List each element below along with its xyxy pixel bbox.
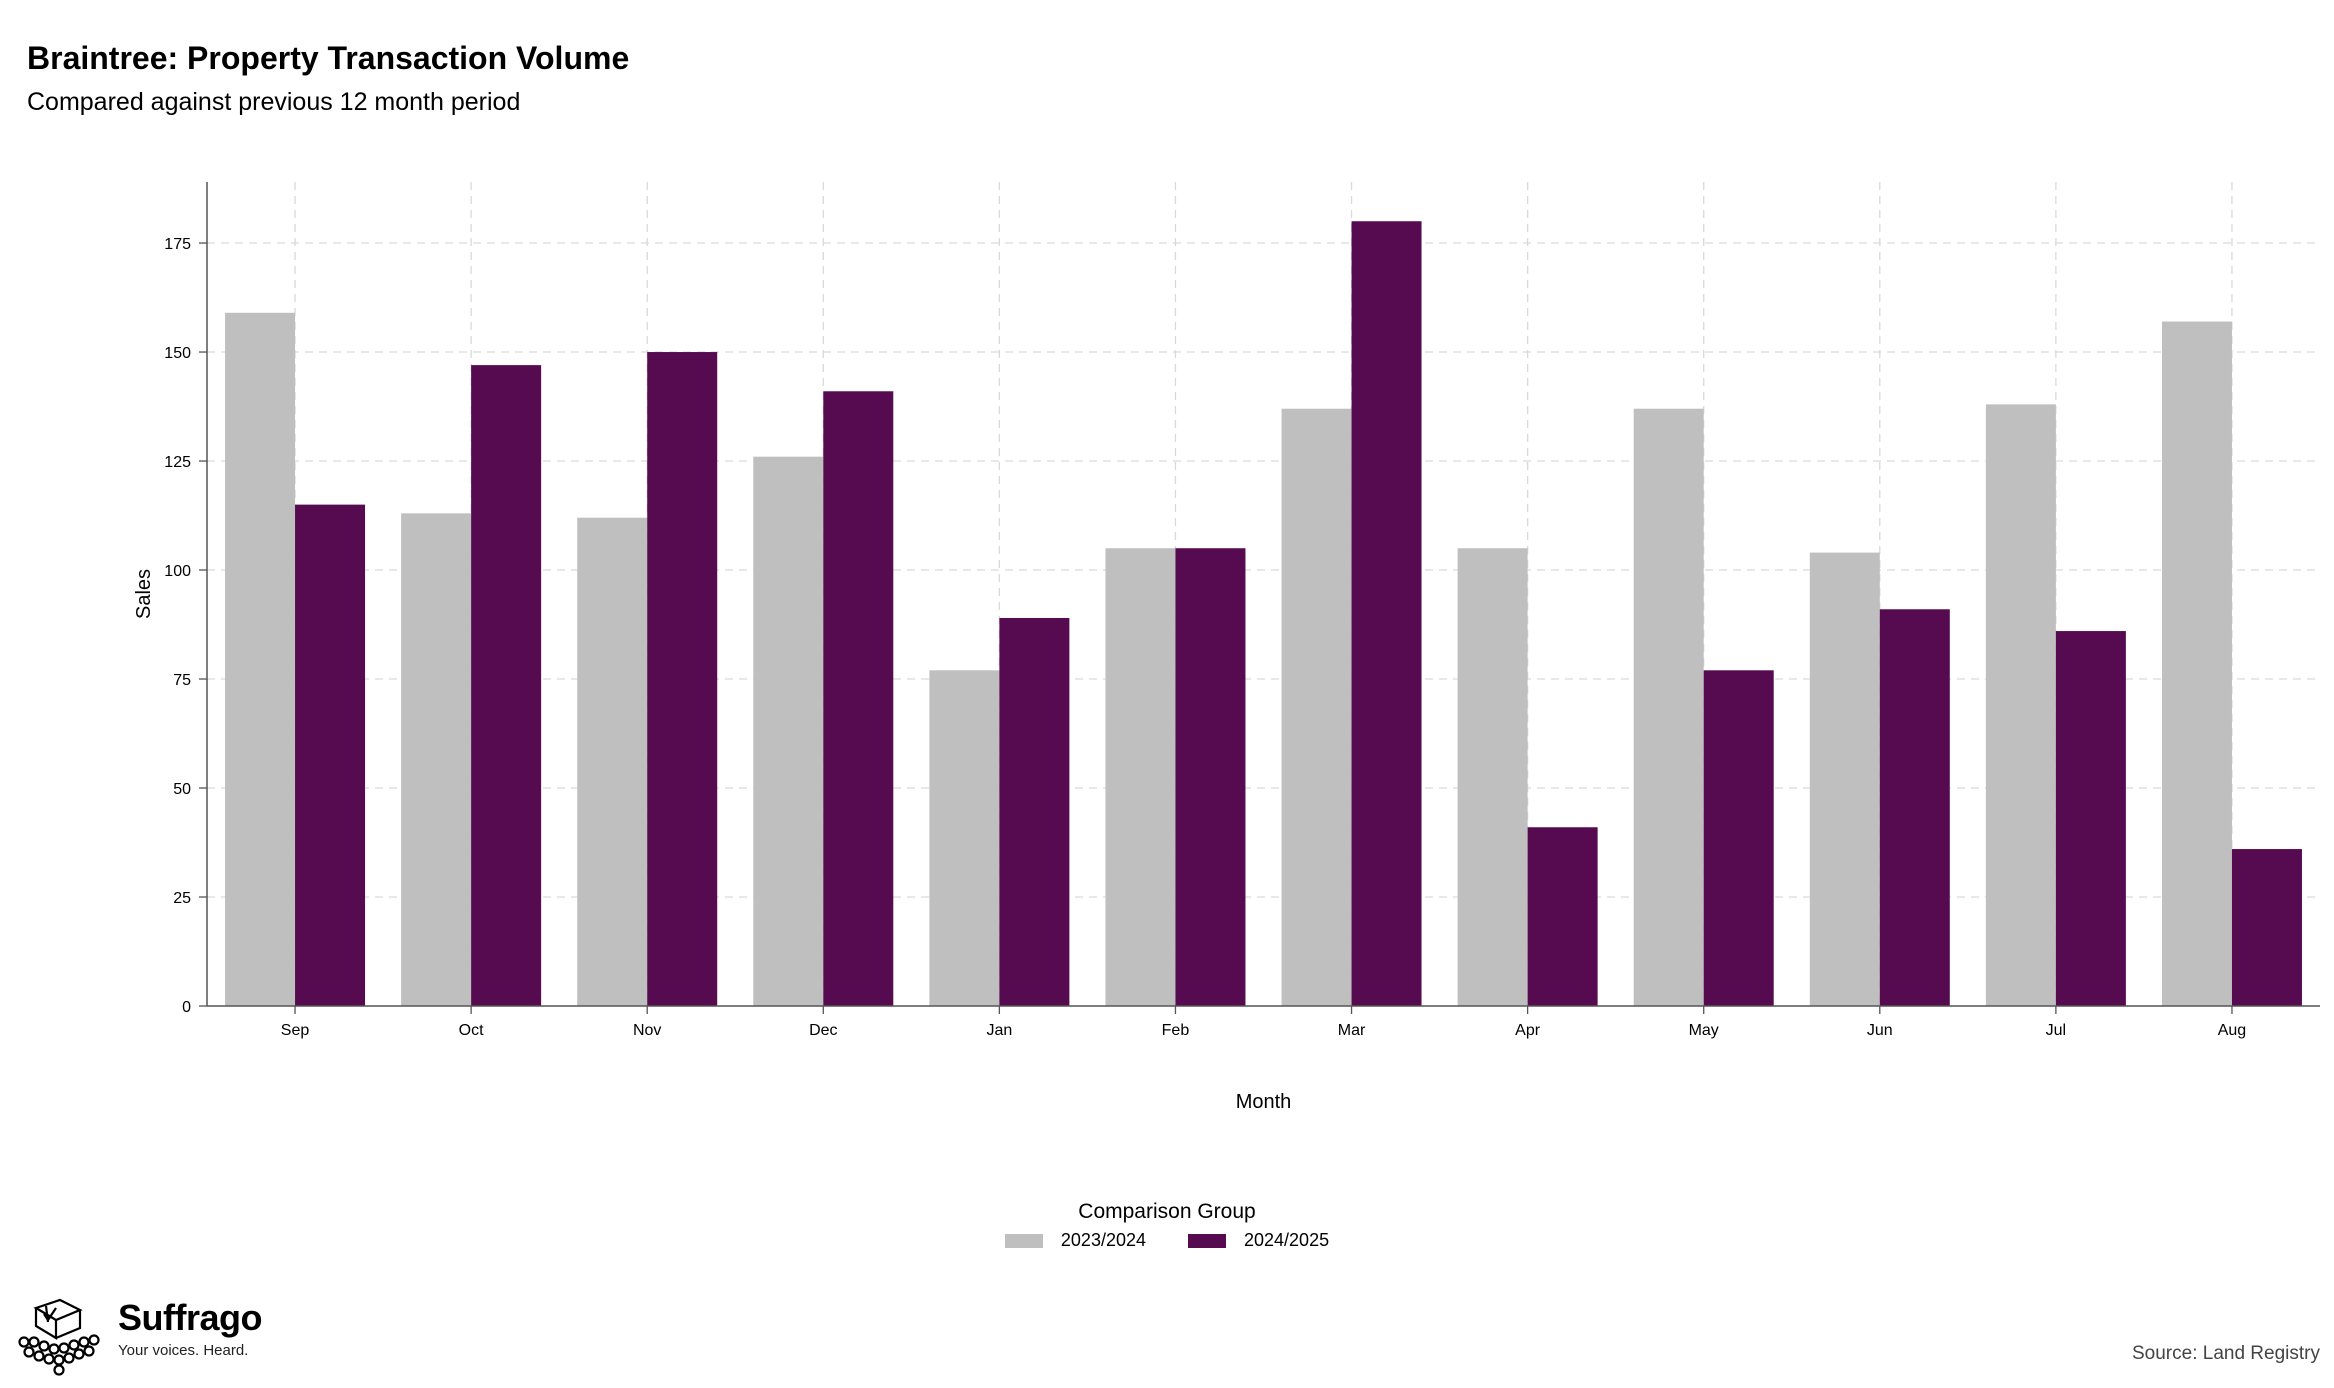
bar bbox=[1351, 221, 1422, 1006]
bar bbox=[1879, 609, 1950, 1006]
legend-item: 2024/2025 bbox=[1188, 1230, 1329, 1251]
y-axis-title: Sales bbox=[133, 569, 155, 619]
bar bbox=[2161, 321, 2232, 1007]
bar bbox=[753, 456, 824, 1007]
bar bbox=[929, 670, 1000, 1006]
x-tick-label: Sep bbox=[281, 1022, 310, 1039]
bar bbox=[577, 517, 648, 1006]
x-tick-label: Apr bbox=[1515, 1022, 1541, 1039]
y-tick-label: 75 bbox=[173, 672, 191, 689]
bar bbox=[1809, 552, 1880, 1006]
legend-item: 2023/2024 bbox=[1004, 1230, 1146, 1251]
legend-label: 2024/2025 bbox=[1244, 1230, 1330, 1250]
bar bbox=[999, 617, 1070, 1006]
y-tick-label: 100 bbox=[164, 563, 191, 580]
legend-label: 2023/2024 bbox=[1060, 1230, 1146, 1250]
y-tick-label: 0 bbox=[182, 999, 191, 1016]
x-tick-label: Oct bbox=[459, 1022, 484, 1039]
legend-title: Comparison Group bbox=[1078, 1200, 1256, 1223]
x-tick-label: Feb bbox=[1162, 1022, 1190, 1039]
bar bbox=[1985, 404, 2056, 1006]
x-tick-label: Aug bbox=[2218, 1022, 2246, 1039]
bar bbox=[1281, 408, 1352, 1006]
brand-tagline: Your voices. Heard. bbox=[118, 1342, 249, 1359]
chart-title: Braintree: Property Transaction Volume bbox=[27, 40, 630, 76]
bar bbox=[823, 391, 894, 1006]
bar bbox=[225, 312, 296, 1006]
legend-items: 2023/2024 2024/2025 bbox=[1004, 1230, 1329, 1251]
y-tick-label: 50 bbox=[173, 781, 191, 798]
x-tick-label: Jun bbox=[1867, 1022, 1893, 1039]
chart-subtitle: Compared against previous 12 month perio… bbox=[27, 88, 521, 116]
bar bbox=[1527, 827, 1598, 1006]
x-tick-label: May bbox=[1689, 1022, 1719, 1039]
x-tick-label: Nov bbox=[633, 1022, 661, 1039]
ballot-box-crowd-icon bbox=[18, 1298, 100, 1376]
bar bbox=[1105, 548, 1176, 1006]
bar bbox=[295, 504, 366, 1006]
legend-swatch bbox=[1004, 1233, 1043, 1248]
source-note: Source: Land Registry bbox=[2132, 1343, 2320, 1364]
legend-swatch bbox=[1188, 1233, 1226, 1248]
bar bbox=[647, 352, 718, 1006]
bar bbox=[1633, 408, 1704, 1006]
y-tick-label: 175 bbox=[164, 236, 191, 253]
y-tick-label: 150 bbox=[164, 345, 191, 362]
bar bbox=[2231, 849, 2302, 1006]
x-axis-title: Month bbox=[1236, 1091, 1292, 1113]
bar bbox=[1175, 548, 1246, 1006]
y-tick-label: 125 bbox=[164, 454, 191, 471]
bars bbox=[225, 221, 2302, 1007]
x-tick-label: Dec bbox=[809, 1022, 837, 1039]
legend: Comparison Group 2023/2024 2024/2025 bbox=[0, 1200, 2334, 1253]
x-tick-label: Jan bbox=[986, 1022, 1012, 1039]
y-tick-label: 25 bbox=[173, 890, 191, 907]
brand-logo: Suffrago Your voices. Heard. bbox=[14, 1296, 263, 1378]
bar bbox=[471, 365, 542, 1007]
brand-name: Suffrago bbox=[118, 1297, 263, 1338]
bar bbox=[2055, 631, 2126, 1006]
bar bbox=[401, 513, 472, 1006]
x-tick-label: Jul bbox=[2046, 1022, 2066, 1039]
axes: 0 25 50 75 100 125 150 175 Sep Oct Nov Dec Jan Feb Mar… bbox=[164, 182, 2320, 1039]
bar bbox=[1703, 670, 1774, 1006]
x-tick-label: Mar bbox=[1338, 1022, 1366, 1039]
bar bbox=[1457, 548, 1528, 1006]
